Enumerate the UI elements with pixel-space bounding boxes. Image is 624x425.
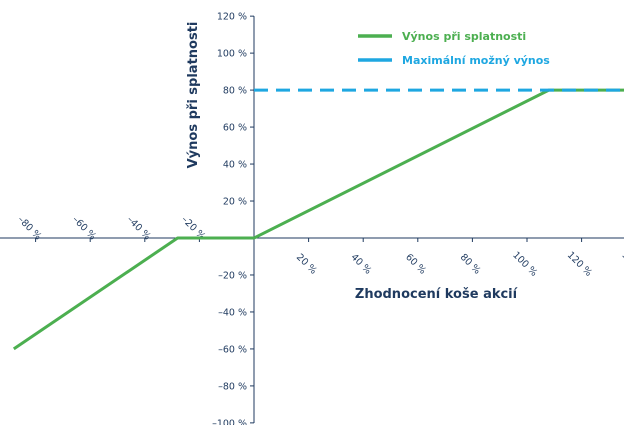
x-tick-label: 100 % [510, 250, 539, 279]
y-tick-label: 60 % [223, 123, 247, 134]
y-tick-label: –40 % [218, 307, 247, 318]
x-tick-label: 60 % [403, 252, 428, 277]
y-tick-label: 100 % [217, 49, 247, 60]
y-axis-ticks: 120 % 100 % 80 % 60 % 40 % 20 % –20 % –40 % –60 … [212, 12, 254, 425]
x-tick-label: 20 % [294, 252, 319, 277]
x-tick-label: 120 % [565, 250, 594, 279]
axes [0, 16, 624, 423]
series-line-yield [12, 88, 624, 351]
x-axis-ticks: –80 % –60 % –40 % –20 %20 % 40 % 60 % 80 % 100 … [15, 214, 624, 279]
y-axis-title: Výnos při splatnosti [186, 22, 201, 169]
x-tick-label: 140 % [619, 250, 624, 279]
x-axis-title: Zhodnocení koše akcií [355, 287, 519, 302]
x-tick-label: 40 % [349, 252, 374, 277]
y-tick-label: –80 % [218, 381, 247, 392]
series-layer [12, 88, 624, 351]
x-tick-label: 80 % [458, 252, 483, 277]
legend: Výnos při splatnosti Maximální možný výn… [358, 30, 550, 67]
y-tick-label: –100 % [212, 418, 247, 425]
y-tick-label: –60 % [218, 344, 247, 355]
y-tick-label: 80 % [223, 86, 247, 97]
y-tick-label: 120 % [217, 12, 247, 23]
y-tick-label: 20 % [223, 197, 247, 208]
y-tick-label: 40 % [223, 160, 247, 171]
y-tick-label: –20 % [218, 270, 247, 281]
legend-label-max-yield: Maximální možný výnos [402, 54, 550, 67]
legend-label-yield: Výnos při splatnosti [402, 30, 526, 43]
